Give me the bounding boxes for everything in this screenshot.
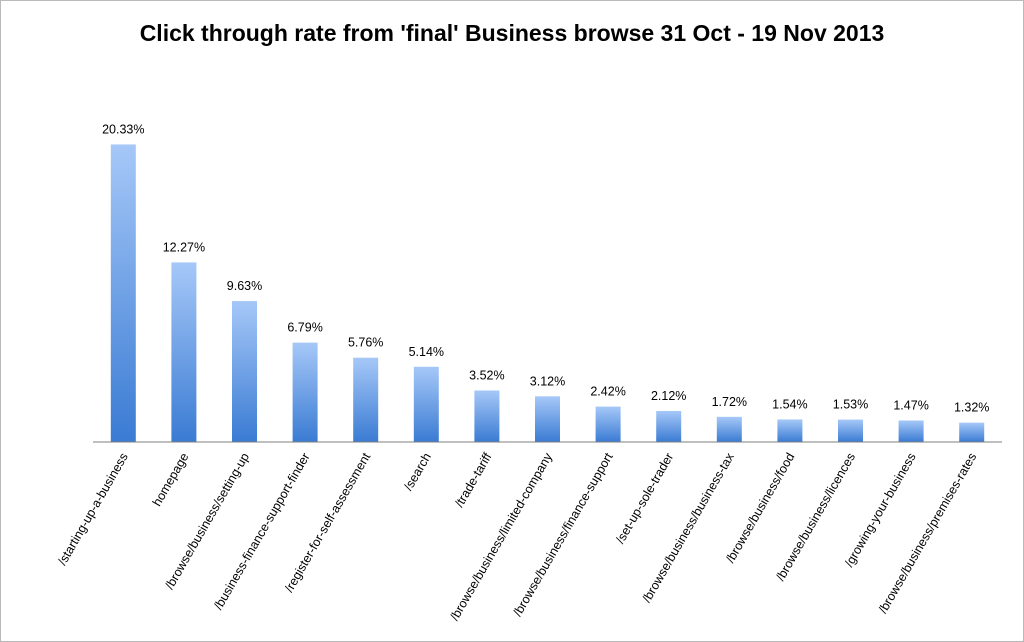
data-label-0: 20.33% <box>102 122 144 136</box>
data-label-12: 1.53% <box>833 398 868 412</box>
chart-title: Click through rate from 'final' Business… <box>139 20 885 46</box>
bar-11 <box>777 419 803 442</box>
data-label-13: 1.47% <box>893 398 928 412</box>
bar-12 <box>838 419 863 442</box>
category-label-0: /starting-up-a-business <box>55 451 131 568</box>
data-label-9: 2.12% <box>651 389 686 403</box>
bar-4 <box>353 357 379 442</box>
bar-0 <box>110 144 136 442</box>
bar-9 <box>656 410 682 442</box>
category-label-7: /browse/business/limited-company <box>447 450 555 623</box>
data-label-1: 12.27% <box>163 240 205 254</box>
category-label-11: /browse/business/food <box>723 450 797 565</box>
category-label-13: /growing-your-business <box>842 451 919 570</box>
category-label-6: /trade-tariff <box>452 450 494 510</box>
bar-13 <box>898 420 924 442</box>
data-label-10: 1.72% <box>712 395 747 409</box>
data-label-7: 3.12% <box>530 374 565 388</box>
data-label-14: 1.32% <box>954 401 989 415</box>
data-label-4: 5.76% <box>348 336 383 350</box>
bar-10 <box>716 416 742 442</box>
data-label-8: 2.42% <box>590 385 625 399</box>
data-label-2: 9.63% <box>227 279 262 293</box>
bar-14 <box>959 422 985 442</box>
data-label-6: 3.52% <box>469 368 504 382</box>
data-label-11: 1.54% <box>772 397 807 411</box>
data-label-5: 5.14% <box>409 345 444 359</box>
category-label-1: homepage <box>150 450 192 508</box>
category-label-8: /browse/business/finance-support <box>510 450 615 619</box>
category-label-9: /set-up-sole-trader <box>613 451 676 546</box>
bar-5 <box>413 366 439 442</box>
bar-3 <box>292 342 318 442</box>
bar-1 <box>171 262 197 442</box>
bar-6 <box>474 390 500 442</box>
category-label-5: /search <box>401 450 434 493</box>
data-label-3: 6.79% <box>287 321 322 335</box>
bar-2 <box>232 301 257 442</box>
bar-8 <box>595 406 621 442</box>
bar-7 <box>535 396 560 442</box>
